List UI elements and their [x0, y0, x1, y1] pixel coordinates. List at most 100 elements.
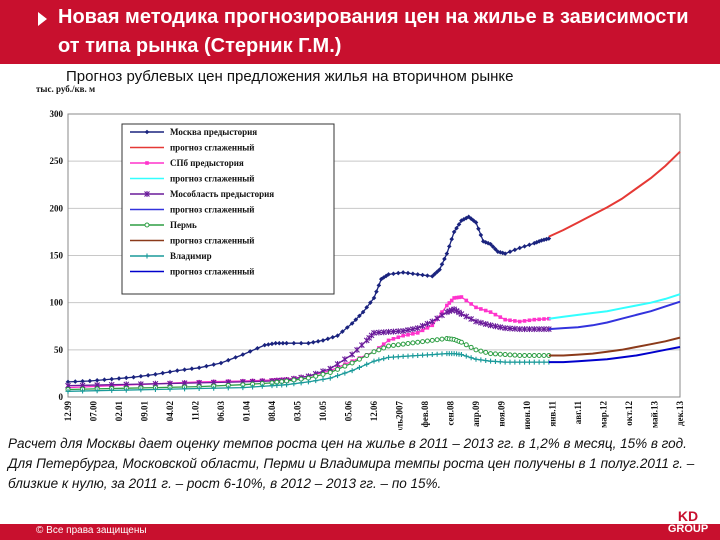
- x-tick-label: 11.02: [191, 401, 201, 421]
- data-point: [454, 225, 459, 231]
- data-point: [94, 378, 100, 383]
- data-point: [310, 339, 316, 345]
- data-point: [487, 322, 494, 329]
- data-point: [526, 326, 533, 333]
- legend-label: прогноз сглаженный: [170, 174, 255, 184]
- data-point: [167, 369, 173, 375]
- data-point: [492, 358, 498, 364]
- series-5: [548, 300, 681, 331]
- data-point: [386, 354, 392, 360]
- data-point: [473, 220, 479, 225]
- data-point: [473, 356, 479, 362]
- x-tick-label: апр.09: [471, 401, 481, 427]
- data-point: [473, 318, 479, 325]
- data-point: [225, 385, 231, 391]
- x-tick-label: 10.05: [318, 401, 328, 422]
- data-point: [414, 325, 421, 332]
- data-point: [131, 374, 136, 380]
- data-point: [493, 246, 498, 252]
- data-point: [409, 326, 416, 333]
- data-point: [391, 271, 396, 277]
- legend-label: СПб предыстория: [170, 158, 244, 168]
- data-point: [364, 352, 370, 358]
- x-tick-label: ноя.09: [497, 401, 507, 427]
- data-point: [390, 354, 396, 360]
- data-point: [255, 345, 260, 351]
- data-point: [211, 385, 217, 391]
- data-point: [116, 376, 122, 381]
- data-point: [483, 349, 489, 355]
- data-point: [430, 323, 435, 328]
- series-0: [65, 214, 552, 385]
- page-title: Новая методика прогнозирования цен на жи…: [58, 6, 689, 57]
- data-point: [381, 342, 386, 346]
- data-point: [488, 310, 493, 314]
- data-point: [532, 317, 537, 322]
- data-point: [439, 336, 445, 342]
- data-point: [468, 316, 475, 323]
- data-point: [502, 359, 508, 365]
- data-point: [152, 386, 158, 392]
- data-point: [72, 379, 78, 384]
- data-point: [400, 327, 407, 334]
- data-point: [541, 237, 547, 243]
- legend-label: Владимир: [170, 251, 212, 261]
- copyright-text: © Все права защищены: [36, 525, 147, 536]
- data-point: [512, 352, 518, 358]
- data-point: [488, 358, 494, 364]
- data-point: [381, 345, 387, 351]
- header-bar: Новая методика прогнозирования цен на жи…: [0, 0, 720, 64]
- data-point: [502, 352, 508, 358]
- data-point: [419, 322, 426, 329]
- data-point: [349, 360, 355, 366]
- data-point: [445, 303, 449, 308]
- data-point: [353, 317, 359, 322]
- data-point: [144, 253, 150, 259]
- data-point: [544, 236, 549, 242]
- x-tick-label: 01.04: [242, 401, 252, 422]
- series-line: [548, 300, 681, 331]
- data-point: [446, 244, 452, 249]
- chevron-right-icon: [38, 12, 47, 26]
- data-point: [468, 216, 474, 222]
- y-tick-label: 150: [50, 251, 64, 261]
- data-point: [410, 271, 416, 277]
- data-point: [334, 360, 341, 367]
- data-point: [545, 326, 552, 333]
- data-point: [439, 262, 445, 267]
- data-point: [424, 320, 431, 327]
- legend-label: прогноз сглаженный: [170, 236, 255, 246]
- data-point: [415, 339, 421, 345]
- data-point: [342, 370, 348, 376]
- data-point: [320, 338, 326, 343]
- series-9: [548, 346, 681, 364]
- data-point: [437, 267, 442, 272]
- data-point: [425, 273, 430, 278]
- data-point: [330, 334, 336, 340]
- data-point: [269, 383, 275, 389]
- data-point: [368, 300, 373, 305]
- y-tick-label: 0: [59, 392, 64, 402]
- data-point: [463, 215, 469, 221]
- data-point: [485, 240, 491, 246]
- x-tick-label: 07.00: [89, 401, 99, 422]
- data-point: [536, 359, 542, 365]
- data-point: [391, 337, 396, 341]
- data-point: [411, 331, 415, 336]
- data-point: [160, 370, 166, 376]
- data-point: [356, 356, 362, 362]
- data-point: [474, 305, 478, 310]
- data-point: [478, 232, 484, 238]
- data-point: [541, 326, 547, 333]
- data-point: [87, 378, 93, 384]
- data-point: [174, 368, 180, 373]
- data-point: [276, 340, 282, 346]
- data-point: [386, 272, 391, 277]
- data-point: [94, 388, 100, 394]
- x-tick-label: 03.05: [293, 401, 303, 422]
- data-point: [493, 312, 498, 317]
- data-point: [364, 361, 370, 367]
- data-point: [273, 340, 278, 346]
- data-point: [354, 346, 360, 353]
